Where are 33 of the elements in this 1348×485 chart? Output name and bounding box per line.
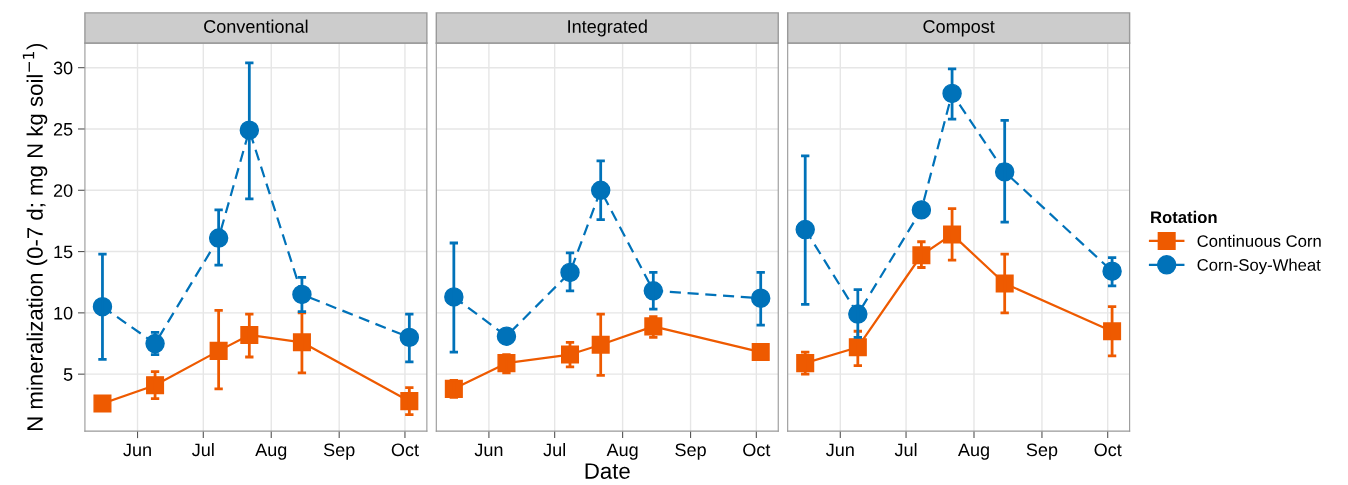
legend-title: Rotation — [1151, 210, 1217, 224]
point — [496, 326, 517, 346]
y-tick-label: 30 — [53, 61, 73, 75]
x-tick-label: Jun — [123, 443, 151, 457]
x-tick-label: Jul — [192, 442, 214, 457]
chart-title: Conventional — [204, 19, 308, 33]
x-tick-label: Oct — [1094, 443, 1122, 457]
y-tick-label: 20 — [53, 184, 73, 197]
y-tick-label: 25 — [53, 122, 73, 136]
x-tick-label: Aug — [606, 443, 638, 460]
y-tick-label: 10 — [54, 306, 73, 320]
chart-title: Compost — [923, 20, 995, 37]
legend-label: Continuous Corn — [1197, 234, 1321, 247]
y-tick-label: 15 — [54, 245, 73, 259]
x-axis-title: Date — [585, 463, 630, 479]
point — [93, 394, 112, 413]
x-tick-label: Sep — [323, 443, 355, 460]
point — [751, 343, 770, 362]
point — [911, 200, 932, 220]
x-tick-label: Jul — [543, 442, 565, 457]
x-tick-label: Jun — [826, 443, 854, 457]
chart-title: Integrated — [568, 19, 647, 37]
x-tick-label: Jun — [474, 443, 503, 457]
x-tick-label: Oct — [391, 443, 419, 457]
x-tick-label: Aug — [957, 443, 989, 460]
legend-label: Corn-Soy-Wheat — [1197, 258, 1321, 275]
y-tick-label: 5 — [63, 368, 73, 381]
x-tick-label: Sep — [675, 443, 706, 460]
x-tick-label: Sep — [1026, 443, 1058, 460]
x-tick-label: Jul — [894, 442, 917, 457]
x-tick-label: Aug — [255, 443, 287, 460]
y-axis-title: N mineralization (0-7 d; mg N kg soil$^{−1}$) — [22, 43, 48, 431]
x-tick-label: Oct — [743, 443, 771, 457]
